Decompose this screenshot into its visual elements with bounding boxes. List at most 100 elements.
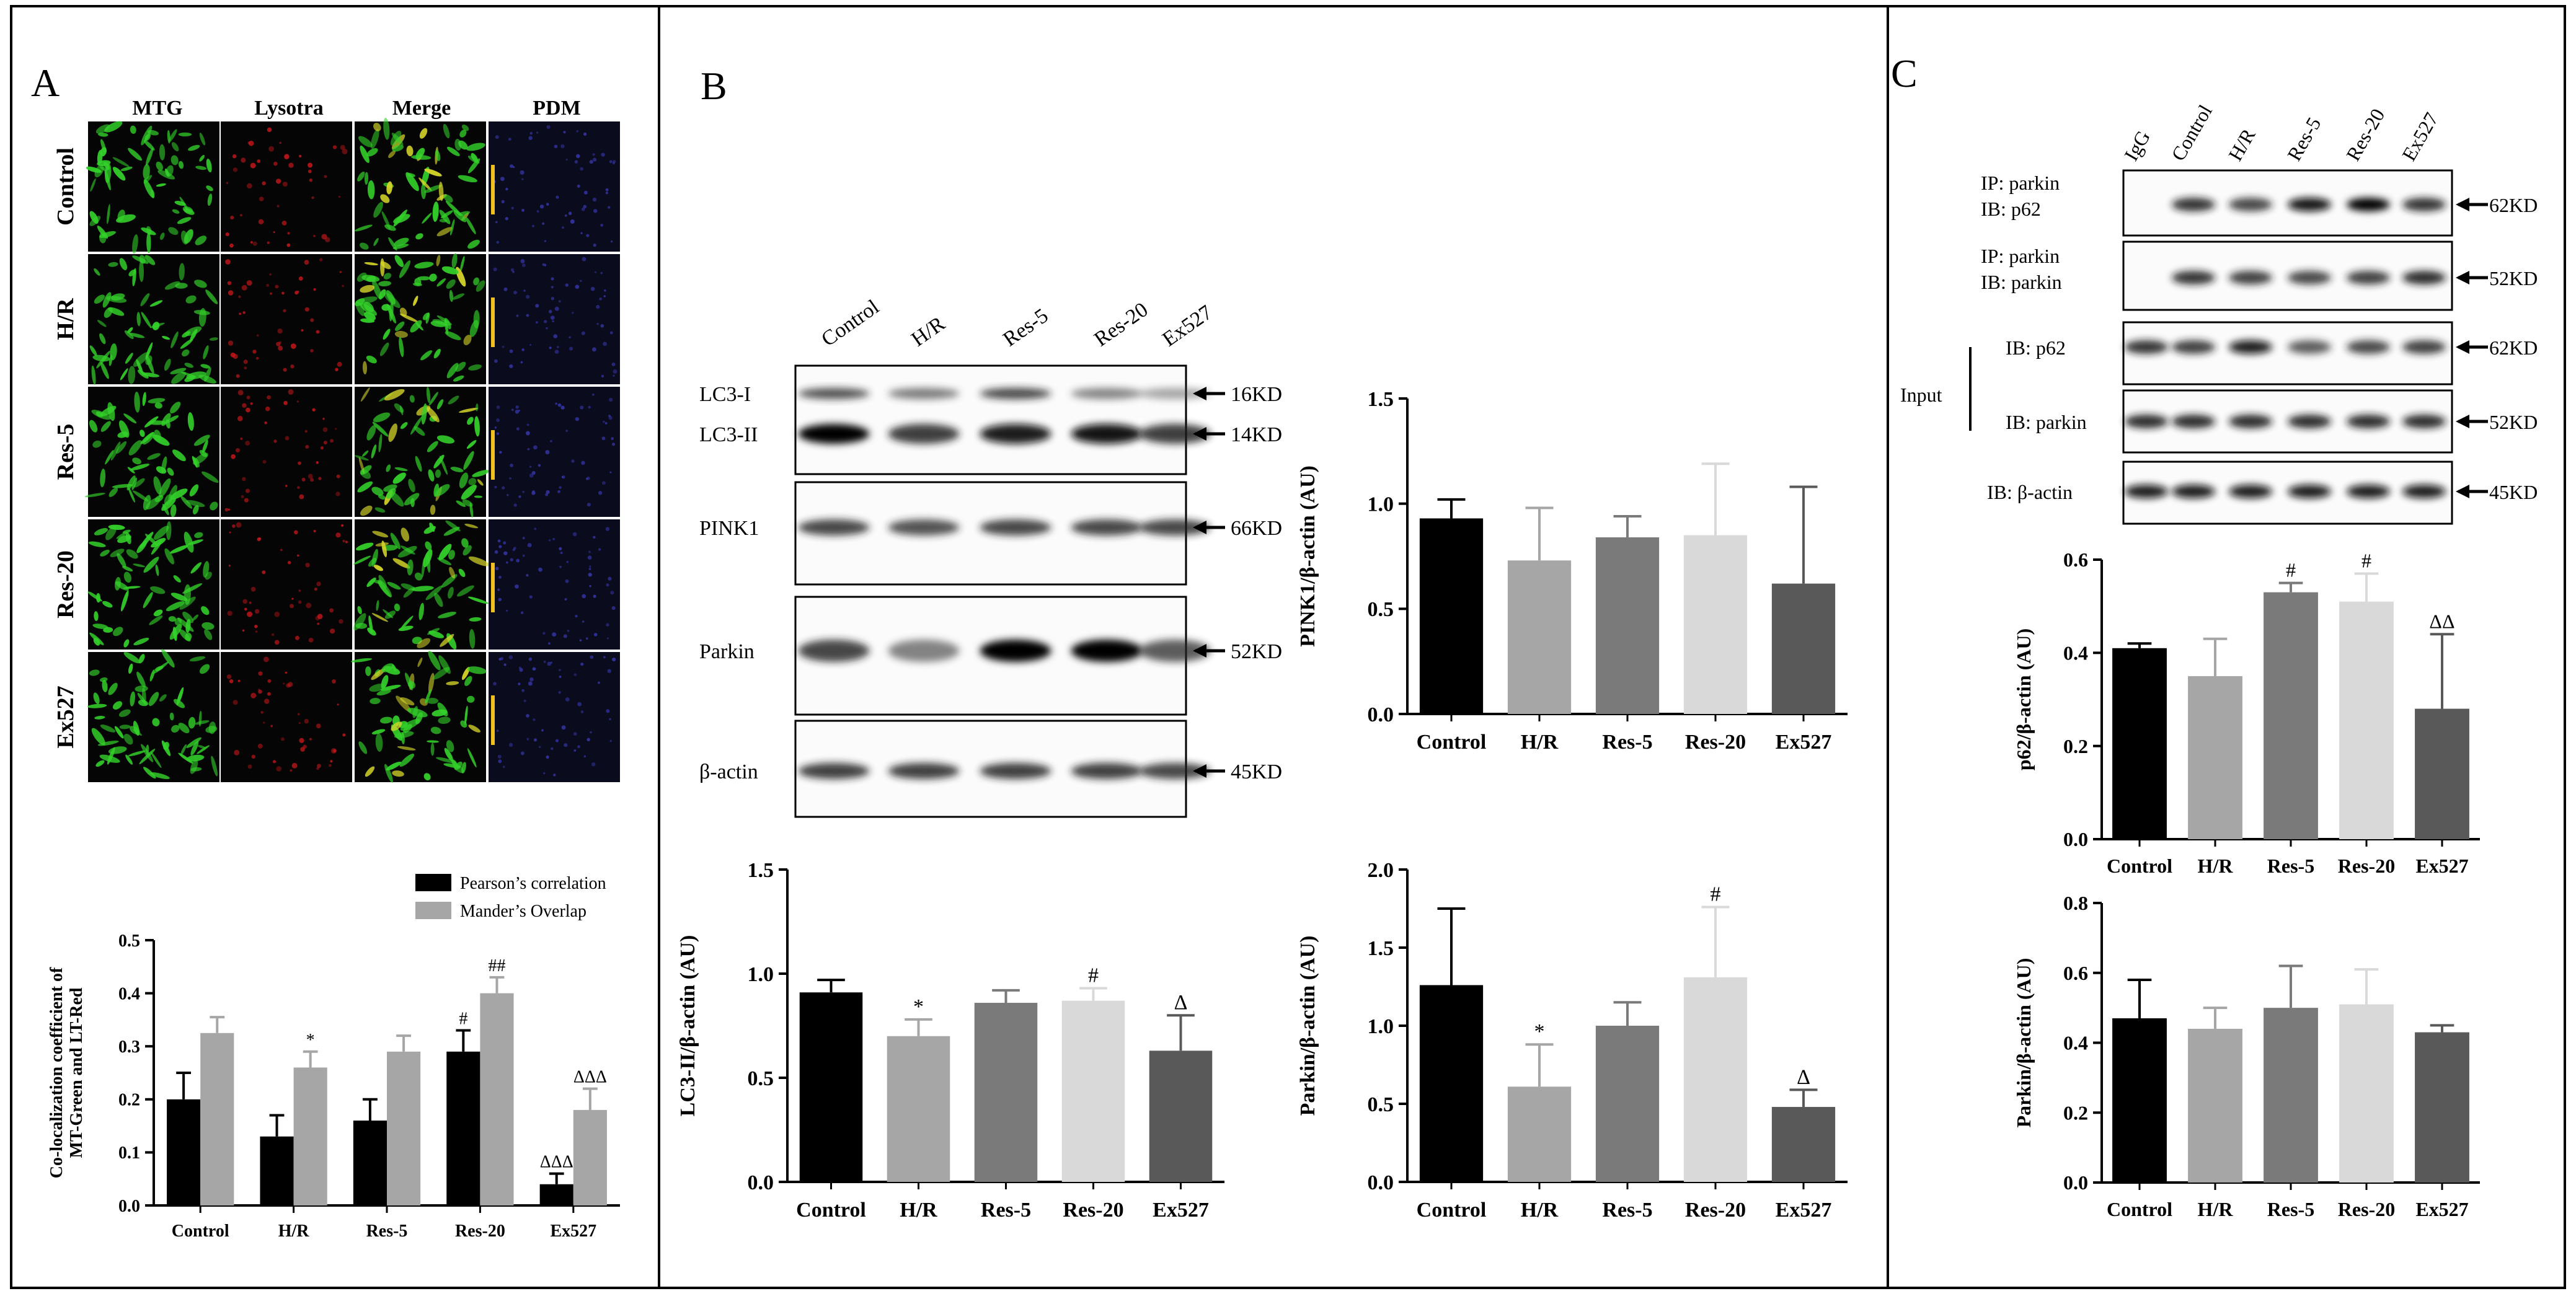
chart-p62: 0.0 0.2 0.4 0.6 p62/β-actin (AU) Control H/R Re…	[2012, 548, 2480, 877]
blot-band	[1071, 424, 1143, 444]
significance-mark: *	[306, 1031, 315, 1050]
bar	[1507, 560, 1572, 714]
x-tick-label: Control	[1417, 1199, 1487, 1222]
bar	[1771, 1107, 1836, 1182]
y-axis-label: Parkin/β-actin (AU)	[2012, 958, 2035, 1128]
blot-label: IP: parkin	[1981, 245, 2060, 267]
input-label: Input	[1900, 384, 1942, 406]
bar	[2415, 1032, 2469, 1183]
bar	[539, 1184, 573, 1205]
micrograph	[87, 649, 219, 782]
y-tick-label: 0.4	[2063, 1032, 2088, 1054]
blot-label: Parkin	[699, 640, 755, 663]
y-axis-label: PINK1/β-actin (AU)	[1296, 465, 1319, 647]
kd-arrow-head	[1193, 427, 1206, 441]
blot-band	[2172, 198, 2215, 211]
blot-label: IB: p62	[2006, 337, 2066, 359]
micrograph	[489, 519, 620, 650]
x-tick-label: Res-20	[1685, 731, 1746, 754]
kd-arrow-head	[2456, 340, 2469, 354]
x-tick-label: Ex527	[2415, 1198, 2468, 1220]
blot-band	[2288, 485, 2331, 498]
lane-label: Res-20	[2342, 105, 2389, 165]
blot-band	[2229, 271, 2272, 284]
micro-row-labels: Control H/R Res-5 Res-20 Ex527	[53, 148, 79, 749]
blot-band	[1071, 763, 1143, 779]
bar	[353, 1121, 387, 1205]
blot-band	[2347, 198, 2390, 211]
y-axis-label: Co-localization coefficient of	[47, 967, 66, 1178]
lane-label: Control	[817, 296, 883, 351]
y-tick-label: 0.0	[2063, 828, 2088, 850]
blot-band	[2125, 415, 2168, 428]
bar	[2188, 1028, 2242, 1183]
micrograph	[355, 253, 486, 384]
lane-label: Res-5	[2283, 113, 2326, 165]
x-tick-label: H/R	[1521, 1199, 1559, 1222]
legend-label: Pearson’s correlation	[460, 874, 606, 893]
y-tick-label: 0.5	[1368, 1093, 1394, 1116]
y-tick-label: 0.4	[118, 984, 140, 1003]
y-tick-label: 1.0	[748, 963, 774, 986]
kd-label: 62KD	[2489, 337, 2538, 359]
bar	[799, 992, 863, 1182]
blot-band	[798, 424, 870, 444]
kd-arrow-head	[1193, 764, 1206, 778]
blot-band	[1139, 763, 1211, 779]
legend-swatch	[415, 902, 451, 919]
kd-label: 14KD	[1231, 423, 1282, 446]
micrograph	[88, 254, 219, 385]
bar	[480, 993, 514, 1205]
blot-strip: Parkin 52KD	[699, 596, 1282, 716]
row-label-h-r: H/R	[53, 298, 79, 340]
header-pdm: PDM	[533, 97, 580, 120]
significance-mark: #	[1711, 883, 1721, 905]
lane-label: Control	[2167, 101, 2216, 165]
blot-band	[1139, 388, 1211, 399]
y-axis-label: LC3-II/β-actin (AU)	[676, 935, 699, 1117]
x-tick-label: Ex527	[550, 1222, 596, 1241]
y-tick-label: 0.5	[748, 1067, 774, 1090]
blot-band	[2229, 485, 2272, 498]
lane-label: Ex527	[2397, 108, 2443, 164]
y-tick-label: 0.0	[2063, 1171, 2088, 1194]
x-tick-label: Control	[2107, 855, 2172, 877]
x-tick-label: Res-5	[1602, 731, 1652, 754]
lane-label: Res-5	[999, 304, 1052, 351]
x-tick-label: Ex527	[1153, 1199, 1209, 1222]
kd-label: 66KD	[1231, 517, 1282, 540]
blot-band	[2402, 198, 2446, 211]
significance-mark: ΔΔ	[2429, 610, 2454, 632]
micrograph	[221, 519, 352, 650]
chart-parkin-c: 0.0 0.2 0.4 0.6 0.8 Parkin/β-actin (AU) Contro…	[2012, 892, 2480, 1220]
kd-label: 62KD	[2489, 194, 2538, 216]
header-lysotra: Lysotra	[254, 97, 323, 120]
x-tick-label: Control	[172, 1222, 229, 1241]
blot-band	[2172, 415, 2215, 428]
bar	[887, 1036, 950, 1182]
row-label-ex527: Ex527	[53, 685, 79, 748]
blot-band	[2347, 340, 2390, 354]
micrograph	[221, 254, 352, 384]
significance-mark: #	[459, 1010, 467, 1029]
significance-mark: Δ	[1797, 1065, 1810, 1088]
y-tick-label: 0.1	[118, 1143, 140, 1163]
blot-band	[2229, 198, 2272, 211]
blot-band	[2402, 485, 2446, 498]
blot-label: IP: parkin	[1981, 172, 2060, 194]
row-label-res-5: Res-5	[53, 424, 79, 480]
kd-label: 52KD	[1231, 640, 1282, 663]
bar	[2339, 1004, 2394, 1183]
blot-strip: IB: p62 62KD	[2006, 321, 2538, 385]
blot-band	[2347, 485, 2390, 498]
significance-mark: *	[1534, 1020, 1545, 1043]
y-tick-label: 1.5	[1368, 937, 1394, 960]
bar	[1419, 518, 1484, 714]
lane-label: IgG	[2120, 126, 2154, 164]
blot-band	[1139, 424, 1211, 444]
blot-label: LC3-I	[699, 383, 751, 406]
header-merge: Merge	[392, 97, 451, 120]
micrograph	[86, 121, 219, 254]
significance-mark: #	[2361, 550, 2371, 572]
blot-band	[2347, 415, 2390, 428]
